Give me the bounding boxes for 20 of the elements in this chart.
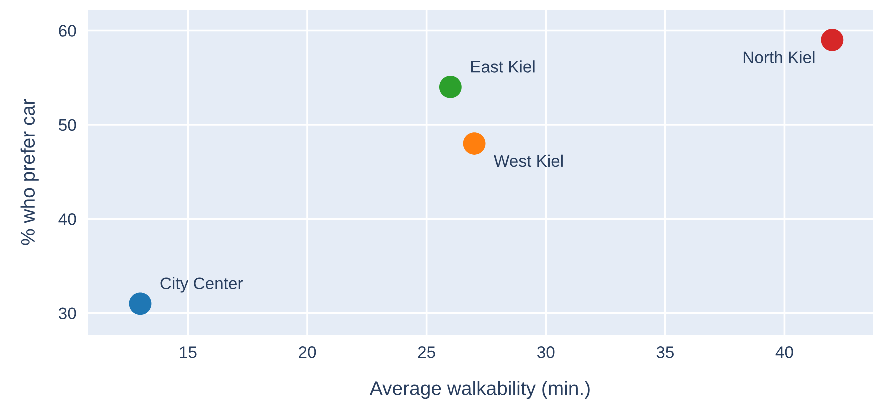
- x-axis-title: Average walkability (min.): [370, 381, 590, 400]
- annotation: North Kiel: [744, 51, 815, 64]
- x-tick-label: 20: [299, 346, 316, 358]
- point: [129, 292, 152, 316]
- y-tick-label: 50: [59, 119, 76, 132]
- point: [821, 28, 844, 52]
- x-tick-label: 40: [776, 346, 794, 358]
- y-tick-label: 60: [59, 25, 76, 37]
- y-tick-label: 40: [58, 214, 76, 226]
- y-tick-label: 30: [58, 308, 76, 320]
- point: [463, 132, 486, 155]
- annotation: West Kiel: [494, 154, 563, 168]
- annotation: City Center: [160, 277, 244, 293]
- x-tick-label: 15: [180, 346, 197, 358]
- point: [439, 76, 462, 98]
- x-tick-label: 30: [537, 346, 555, 358]
- y-axis-title: % who prefer car: [20, 99, 39, 246]
- x-tick-label: 25: [418, 346, 436, 358]
- x-tick-label: 35: [656, 346, 674, 358]
- annotation: East Kiel: [471, 60, 535, 73]
